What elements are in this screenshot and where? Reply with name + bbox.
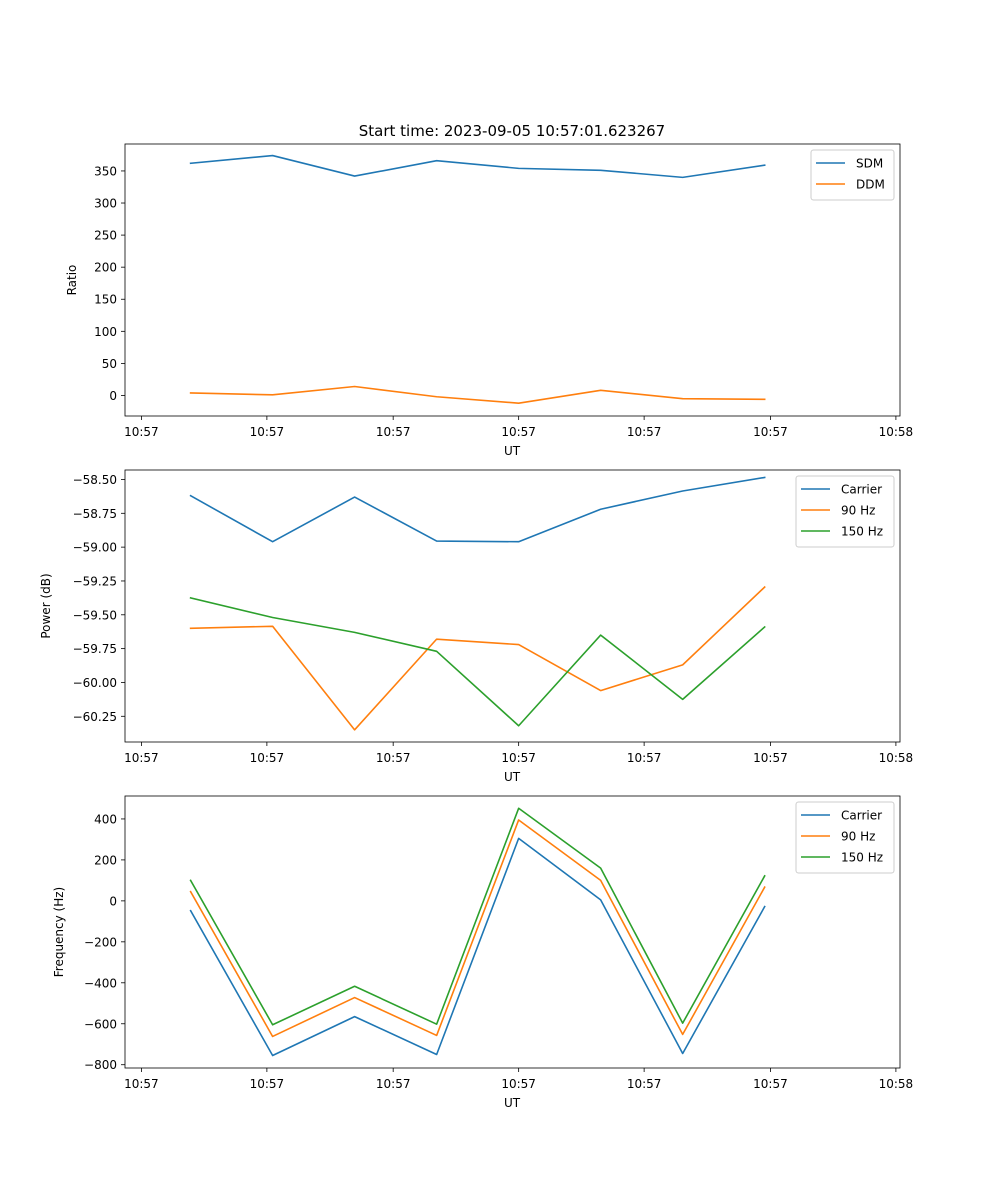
power-x-tick-label: 10:57 [124, 751, 159, 765]
ratio-y-tick-label: 0 [109, 389, 117, 403]
frequency-series-90-hz [189, 819, 766, 1038]
frequency-legend-box [795, 801, 895, 874]
frequency-y-tick-label: −200 [84, 935, 117, 949]
frequency-axes-frame [124, 795, 901, 1069]
frequency-y-axis-label: Frequency (Hz) [52, 887, 66, 978]
frequency-x-tick-label: 10:57 [627, 1077, 662, 1091]
frequency-legend-label: 150 Hz [841, 851, 883, 865]
power-y-tick-label: −59.25 [73, 574, 117, 588]
frequency-legend-label: 90 Hz [841, 830, 875, 844]
power-y-tick-label: −58.75 [73, 507, 117, 521]
frequency-series-carrier [189, 837, 766, 1057]
power-y-tick-label: −60.00 [73, 676, 117, 690]
power-legend-label: Carrier [841, 483, 882, 497]
ratio-x-tick-label: 10:57 [753, 425, 788, 439]
power-x-tick-label: 10:57 [250, 751, 285, 765]
ratio-legend-label: DDM [856, 178, 885, 192]
ratio-y-tick-label: 50 [102, 357, 117, 371]
power-x-axis-label: UT [504, 770, 521, 784]
ratio-y-tick-label: 200 [94, 261, 117, 275]
power-y-tick-label: −60.25 [73, 710, 117, 724]
frequency-y-tick-label: −800 [84, 1058, 117, 1072]
ratio-y-tick-label: 250 [94, 229, 117, 243]
power-x-tick-label: 10:57 [627, 751, 662, 765]
power-y-tick-label: −59.75 [73, 642, 117, 656]
ratio-legend-label: SDM [856, 157, 883, 171]
frequency-x-tick-label: 10:57 [376, 1077, 411, 1091]
frequency-x-tick-label: 10:58 [879, 1077, 914, 1091]
power-legend: Carrier 90 Hz 150 Hz [795, 475, 895, 548]
ratio-y-tick-label: 100 [94, 325, 117, 339]
power-y-axis-label: Power (dB) [39, 573, 53, 638]
power-x-tick-label: 10:57 [753, 751, 788, 765]
ratio-series-ddm [189, 385, 766, 404]
frequency-legend: Carrier 90 Hz 150 Hz [795, 801, 895, 874]
ratio-y-axis-label: Ratio [65, 265, 79, 296]
frequency-y-tick-label: 200 [94, 853, 117, 867]
ratio-series-sdm [189, 154, 766, 179]
ratio-x-tick-label: 10:57 [501, 425, 536, 439]
power-series-90-hz [189, 585, 766, 731]
frequency-legend-label: Carrier [841, 809, 882, 823]
frequency-x-tick-label: 10:57 [753, 1077, 788, 1091]
power-series-150-hz [189, 596, 766, 727]
power-x-tick-label: 10:58 [879, 751, 914, 765]
frequency-y-tick-label: 0 [109, 894, 117, 908]
frequency-y-tick-label: −400 [84, 976, 117, 990]
frequency-y-tick-label: 400 [94, 812, 117, 826]
frequency-y-tick-label: −600 [84, 1017, 117, 1031]
power-y-tick-label: −59.50 [73, 608, 117, 622]
frequency-x-tick-label: 10:57 [250, 1077, 285, 1091]
ratio-x-tick-label: 10:57 [250, 425, 285, 439]
frequency-chart: 10:57 10:57 10:57 10:57 10:57 10:57 10:58 −800 −… [52, 795, 914, 1110]
ratio-y-tick-label: 300 [94, 197, 117, 211]
power-chart: 10:57 10:57 10:57 10:57 10:57 10:57 10:58 −60.2… [39, 469, 914, 784]
ratio-x-axis-label: UT [504, 444, 521, 458]
ratio-y-tick-label: 150 [94, 293, 117, 307]
power-axes-frame [124, 469, 901, 743]
frequency-x-tick-label: 10:57 [501, 1077, 536, 1091]
ratio-x-tick-label: 10:57 [124, 425, 159, 439]
ratio-legend: SDM DDM [810, 149, 895, 201]
power-series-carrier [189, 476, 766, 543]
power-x-tick-label: 10:57 [501, 751, 536, 765]
ratio-x-tick-label: 10:57 [376, 425, 411, 439]
power-legend-label: 150 Hz [841, 525, 883, 539]
ratio-x-tick-label: 10:57 [627, 425, 662, 439]
power-y-tick-label: −59.00 [73, 541, 117, 555]
power-legend-box [795, 475, 895, 548]
chart-title: Start time: 2023-09-05 10:57:01.623267 [359, 122, 665, 140]
ratio-y-tick-label: 350 [94, 164, 117, 178]
frequency-x-axis-label: UT [504, 1096, 521, 1110]
frequency-series-150-hz [189, 807, 766, 1026]
power-x-tick-label: 10:57 [376, 751, 411, 765]
power-y-tick-label: −58.50 [73, 473, 117, 487]
power-legend-label: 90 Hz [841, 504, 875, 518]
ratio-axes-frame [124, 143, 901, 417]
ratio-x-tick-label: 10:58 [879, 425, 914, 439]
ratio-chart: 10:57 10:57 10:57 10:57 10:57 10:57 10:58 0 50 10… [65, 143, 914, 458]
frequency-x-tick-label: 10:57 [124, 1077, 159, 1091]
